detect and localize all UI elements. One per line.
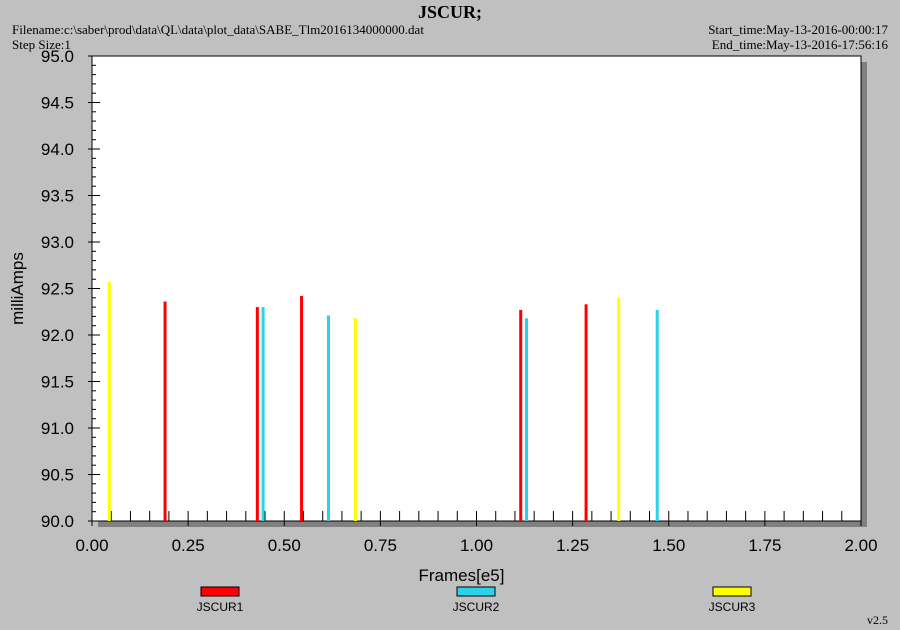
bar-jscur1 [255,307,259,521]
bar-jscur2 [524,318,528,521]
y-tick-label: 93.0 [41,233,74,252]
y-tick-label: 93.5 [41,187,74,206]
chart-title: JSCUR; [417,2,482,22]
bar-jscur1 [163,301,167,521]
bar-jscur3 [617,297,621,521]
end-time-label: End_time:May-13-2016-17:56:16 [711,37,888,52]
x-tick-label: 0.25 [172,536,205,555]
x-tick-label: 0.00 [75,536,108,555]
legend-label-jscur1: JSCUR1 [197,600,244,614]
bar-jscur2 [655,309,659,521]
x-tick-label: 0.50 [268,536,301,555]
filename-label: Filename:c:\saber\prod\data\QL\data\plot… [12,22,424,37]
bar-jscur3 [107,281,111,521]
legend-swatch-jscur2 [456,586,496,597]
x-tick-label: 1.00 [460,536,493,555]
legend-swatch-jscur3 [712,586,752,597]
y-tick-label: 91.5 [41,373,74,392]
y-tick-label: 92.0 [41,326,74,345]
bar-jscur2 [326,315,330,521]
bar-jscur1 [519,309,523,521]
legend-swatch-jscur1 [200,586,240,597]
y-tick-label: 90.5 [41,466,74,485]
legend-label-jscur3: JSCUR3 [709,600,756,614]
x-tick-label: 1.50 [652,536,685,555]
step-size-label: Step Size:1 [12,37,71,52]
start-time-label: Start_time:May-13-2016-00:00:17 [708,22,888,37]
x-axis-label: Frames[e5] [419,566,505,585]
bar-jscur1 [584,304,588,521]
y-tick-label: 94.0 [41,140,74,159]
y-tick-label: 95.0 [41,47,74,66]
x-tick-label: 2.00 [844,536,877,555]
bar-jscur3 [353,318,357,521]
y-axis-label: milliAmps [8,252,27,325]
x-tick-label: 0.75 [364,536,397,555]
y-tick-label: 90.0 [41,512,74,531]
bar-jscur1 [300,295,304,521]
y-tick-label: 91.0 [41,419,74,438]
y-tick-label: 94.5 [41,94,74,113]
bar-jscur2 [261,307,265,521]
y-tick-label: 92.5 [41,280,74,299]
version-label: v2.5 [867,613,888,627]
x-tick-label: 1.75 [748,536,781,555]
plot-area [91,55,862,522]
legend-label-jscur2: JSCUR2 [453,600,500,614]
x-tick-label: 1.25 [556,536,589,555]
